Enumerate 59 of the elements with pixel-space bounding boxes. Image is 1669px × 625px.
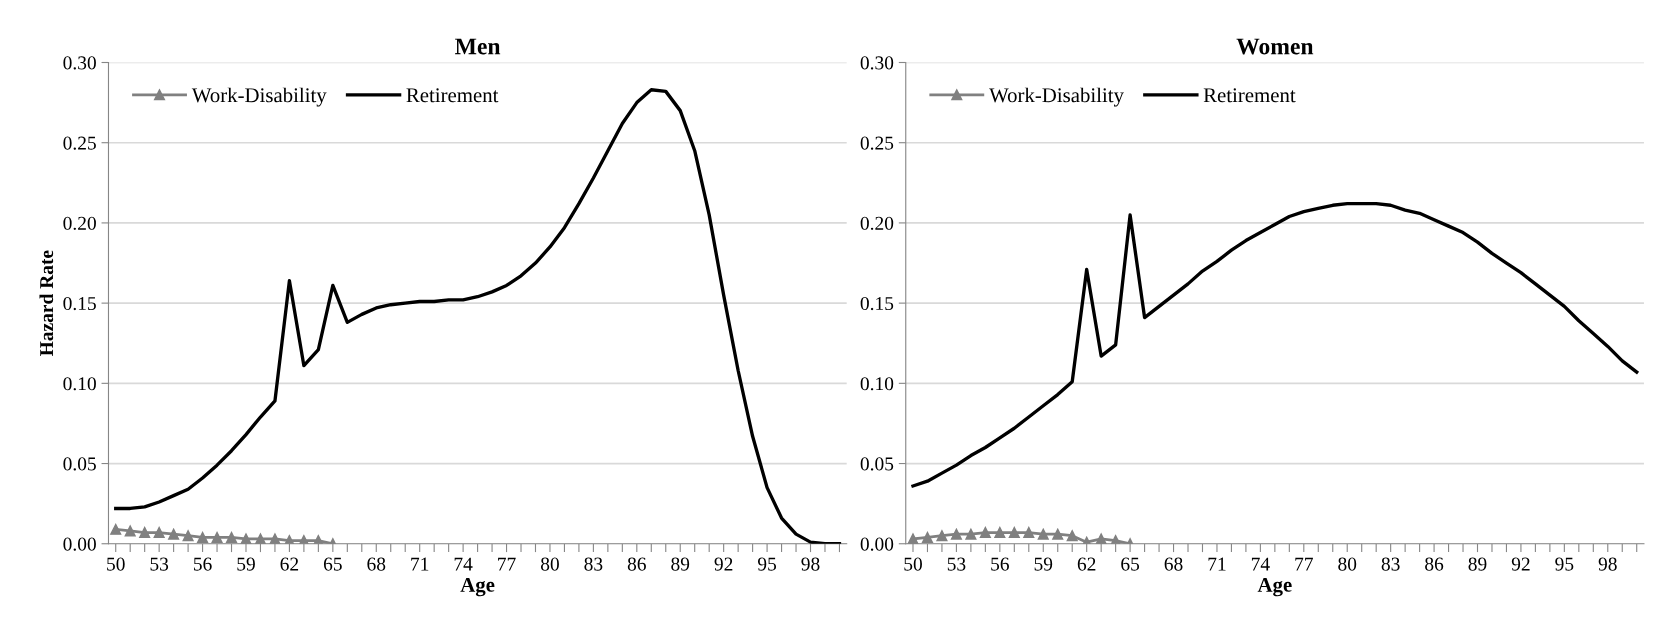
y-tick-label: 0.20 — [860, 216, 894, 230]
x-tick-label: 53 — [150, 557, 169, 571]
x-tick-label: 80 — [1338, 557, 1357, 571]
x-tick-label: 71 — [411, 557, 429, 571]
y-tick-label: 0.05 — [63, 457, 96, 471]
x-tick-label: 56 — [193, 557, 212, 571]
x-tick-label: 95 — [1555, 557, 1574, 571]
x-axis-title: Age — [460, 577, 495, 597]
x-tick-label: 50 — [904, 557, 922, 571]
y-tick-label: 0.05 — [860, 457, 894, 471]
y-tick-label: 0.30 — [860, 56, 894, 70]
y-tick-label: 0.10 — [860, 377, 894, 391]
legend-label: Retirement — [1203, 88, 1296, 103]
x-tick-label: 53 — [947, 557, 966, 571]
x-axis-title: Age — [1257, 577, 1292, 597]
x-tick-label: 71 — [1208, 557, 1226, 571]
x-tick-label: 65 — [323, 557, 342, 571]
x-tick-label: 68 — [1164, 557, 1183, 571]
x-tick-label: 59 — [1034, 557, 1053, 571]
x-tick-label: 83 — [584, 557, 603, 571]
y-tick-label: 0.15 — [63, 296, 96, 311]
x-tick-label: 62 — [1077, 557, 1096, 571]
x-tick-label: 89 — [1468, 557, 1487, 571]
x-tick-label: 59 — [237, 557, 255, 571]
y-tick-label: 0.25 — [63, 136, 96, 150]
x-tick-label: 68 — [367, 557, 386, 571]
line-series — [911, 202, 1639, 488]
y-tick-label: 0.00 — [860, 537, 894, 551]
y-tick-label: 0.30 — [63, 56, 96, 70]
y-axis-title: Hazard Rate — [39, 250, 54, 356]
legend-label: Work-Disability — [989, 87, 1124, 107]
x-tick-label: 65 — [1121, 557, 1140, 571]
chart-title: Men — [455, 38, 501, 55]
x-tick-label: 74 — [454, 557, 473, 571]
x-tick-label: 86 — [1425, 557, 1444, 571]
chart-title: Women — [1236, 38, 1314, 55]
x-tick-label: 86 — [627, 557, 646, 571]
x-tick-label: 56 — [991, 557, 1009, 571]
y-tick-label: 0.25 — [860, 136, 894, 150]
x-tick-label: 92 — [1511, 557, 1530, 571]
x-tick-label: 95 — [757, 557, 777, 571]
x-tick-label: 50 — [107, 557, 125, 571]
x-tick-label: 89 — [671, 557, 690, 571]
line-series — [114, 88, 842, 544]
y-tick-label: 0.20 — [63, 216, 96, 230]
x-tick-label: 74 — [1251, 557, 1270, 571]
x-tick-label: 77 — [1295, 557, 1313, 571]
legend-label: Work-Disability — [191, 87, 327, 107]
y-tick-label: 0.00 — [63, 537, 96, 551]
x-tick-label: 98 — [801, 557, 820, 571]
x-tick-label: 92 — [714, 557, 733, 571]
y-tick-label: 0.15 — [860, 296, 894, 311]
y-tick-label: 0.10 — [63, 377, 96, 391]
x-tick-label: 62 — [280, 557, 299, 571]
legend-label: Retirement — [406, 88, 499, 103]
x-tick-label: 98 — [1598, 557, 1617, 571]
x-tick-label: 83 — [1381, 557, 1400, 571]
x-tick-label: 80 — [540, 557, 559, 571]
x-tick-label: 77 — [498, 557, 516, 571]
